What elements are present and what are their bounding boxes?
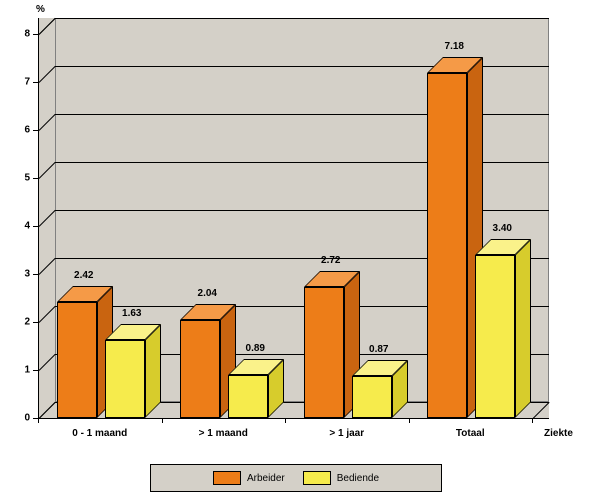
y-tick-label: 8 (0, 29, 30, 40)
y-tick (33, 370, 38, 371)
x-tick (409, 418, 410, 423)
legend-item-bediende: Bediende (303, 471, 379, 485)
gridline (55, 18, 549, 19)
y-tick (33, 82, 38, 83)
gridline-side (39, 354, 56, 371)
value-label: 2.04 (187, 288, 227, 299)
y-tick-label: 1 (0, 365, 30, 376)
gridline-side (39, 258, 56, 275)
value-label: 0.89 (235, 343, 275, 354)
x-tick (38, 418, 39, 423)
bar-bediende-2 (352, 376, 392, 418)
x-tick (162, 418, 163, 423)
gridline-side (39, 402, 56, 419)
legend-swatch (213, 471, 241, 485)
plot-area (38, 18, 549, 419)
value-label: 2.72 (311, 255, 351, 266)
legend-swatch (303, 471, 331, 485)
y-tick (33, 274, 38, 275)
x-category-label: > 1 maand (173, 428, 273, 439)
floor-edge-right (533, 402, 550, 419)
bar-arbeider-1 (180, 320, 220, 418)
y-tick (33, 34, 38, 35)
gridline-side (39, 306, 56, 323)
legend-label: Arbeider (247, 473, 285, 484)
y-tick (33, 130, 38, 131)
bar-arbeider-2 (304, 287, 344, 418)
y-tick-label: 5 (0, 173, 30, 184)
y-tick (33, 226, 38, 227)
y-tick-label: 2 (0, 317, 30, 328)
x-category-label: > 1 jaar (297, 428, 397, 439)
gridline-side (39, 114, 56, 131)
y-tick-label: 6 (0, 125, 30, 136)
bar-bediende-3 (475, 255, 515, 418)
bar-arbeider-0 (57, 302, 97, 418)
bar-arbeider-3 (427, 73, 467, 418)
bar-bediende-1 (228, 375, 268, 418)
legend: Arbeider Bediende (150, 464, 442, 492)
x-category-label: 0 - 1 maand (50, 428, 150, 439)
legend-item-arbeider: Arbeider (213, 471, 285, 485)
chart-container: { "chart": { "type": "bar", "y_axis_labe… (0, 0, 589, 501)
gridline-side (39, 18, 56, 35)
gridline-side (39, 210, 56, 227)
x-tick (532, 418, 533, 423)
y-tick-label: 7 (0, 77, 30, 88)
x-axis-label: Ziekte (544, 428, 573, 439)
value-label: 3.40 (482, 223, 522, 234)
y-tick (33, 178, 38, 179)
x-tick (285, 418, 286, 423)
gridline-side (39, 66, 56, 83)
value-label: 7.18 (434, 41, 474, 52)
value-label: 2.42 (64, 270, 104, 281)
bar-bediende-0 (105, 340, 145, 418)
y-tick (33, 322, 38, 323)
value-label: 1.63 (112, 308, 152, 319)
value-label: 0.87 (359, 344, 399, 355)
y-axis-label: % (36, 4, 45, 15)
y-tick-label: 4 (0, 221, 30, 232)
legend-label: Bediende (337, 473, 379, 484)
gridline-side (39, 162, 56, 179)
y-tick-label: 0 (0, 413, 30, 424)
x-category-label: Totaal (420, 428, 520, 439)
y-tick-label: 3 (0, 269, 30, 280)
